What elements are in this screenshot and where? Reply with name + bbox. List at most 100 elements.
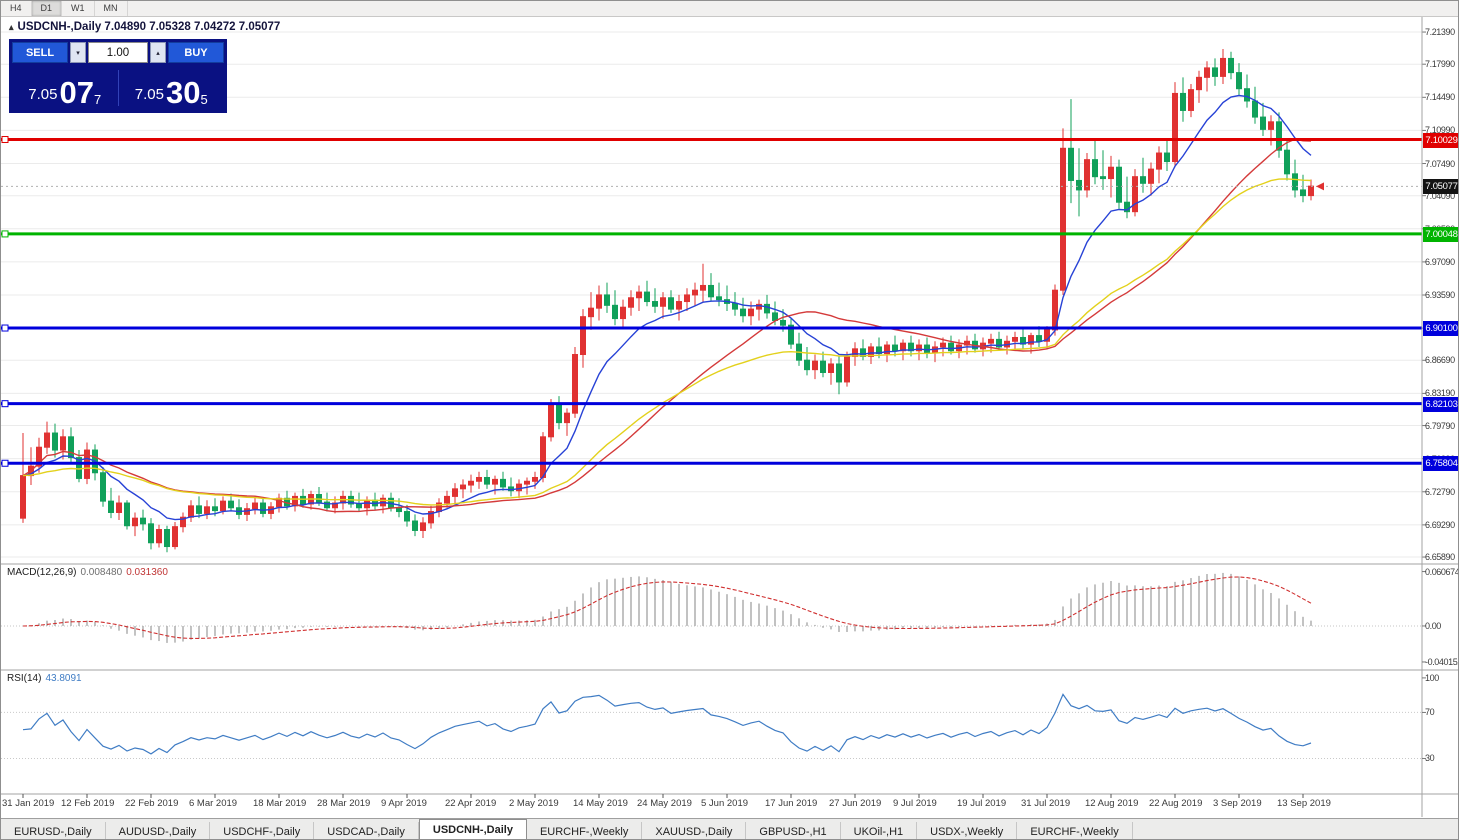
candle: [492, 475, 498, 495]
candle: [812, 354, 818, 380]
chart-tab-xauusd-daily[interactable]: XAUUSD-,Daily: [642, 822, 747, 839]
candle: [1220, 48, 1226, 84]
hline-7.00048[interactable]: [1, 230, 1422, 238]
candle: [836, 356, 842, 395]
volume-decrease-button[interactable]: ▾: [70, 42, 86, 63]
candle: [276, 493, 282, 513]
chart-tab-eurchf-weekly[interactable]: EURCHF-,Weekly: [527, 822, 643, 839]
candle: [244, 503, 250, 521]
ohlc-text: USDCNH-,Daily 7.04890 7.05328 7.04272 7.…: [17, 21, 281, 33]
candle: [100, 467, 106, 507]
candle: [60, 429, 66, 460]
candle: [684, 288, 690, 311]
hline-handle[interactable]: [1, 136, 9, 144]
candle: [468, 474, 474, 493]
candle: [380, 494, 386, 514]
candle: [948, 335, 954, 355]
candle: [556, 396, 562, 430]
candle: [428, 505, 434, 529]
chart-tab-eurusd-daily[interactable]: EURUSD-,Daily: [1, 822, 106, 839]
candle: [716, 282, 722, 307]
candle: [892, 335, 898, 357]
hline-handle[interactable]: [1, 400, 9, 408]
candle: [1124, 176, 1130, 219]
candle: [172, 521, 178, 550]
candle: [436, 498, 442, 518]
chart-tab-usdchf-daily[interactable]: USDCHF-,Daily: [210, 822, 315, 839]
candle: [452, 483, 458, 504]
chart-tab-usdx-weekly[interactable]: USDX-,Weekly: [917, 822, 1018, 839]
candle: [620, 299, 626, 329]
chart-collapse-icon[interactable]: ▴: [9, 22, 14, 32]
candle: [1204, 61, 1210, 92]
candle: [628, 290, 634, 316]
candle: [988, 333, 994, 353]
hline-6.90100[interactable]: [1, 324, 1422, 332]
candle: [676, 294, 682, 321]
volume-input[interactable]: 1.00: [88, 42, 148, 63]
candle: [508, 477, 514, 497]
chart-tab-eurchf-weekly[interactable]: EURCHF-,Weekly: [1017, 822, 1133, 839]
candle: [924, 337, 930, 359]
hline-handle[interactable]: [1, 324, 9, 332]
candle: [292, 492, 298, 512]
chart-tab-gbpusd-h1[interactable]: GBPUSD-,H1: [746, 822, 841, 839]
candle: [260, 498, 266, 518]
candle: [788, 318, 794, 349]
candle: [1188, 83, 1194, 118]
candle: [356, 492, 362, 512]
candle: [460, 479, 466, 499]
candles: [20, 48, 1314, 553]
chart-tab-usdcad-daily[interactable]: USDCAD-,Daily: [314, 822, 419, 839]
candle: [204, 500, 210, 520]
candle: [124, 500, 130, 530]
timeframe-button-w1[interactable]: W1: [62, 1, 95, 16]
sell-price-prefix: 7.05: [28, 86, 58, 103]
volume-value: 1.00: [106, 46, 130, 59]
timeframe-button-mn[interactable]: MN: [95, 1, 128, 16]
last-price-marker: [1316, 182, 1324, 191]
candle: [156, 524, 162, 548]
chart-tab-audusd-daily[interactable]: AUDUSD-,Daily: [106, 822, 211, 839]
candle: [1276, 112, 1282, 158]
candle: [1284, 138, 1290, 181]
sell-button[interactable]: SELL: [12, 42, 68, 63]
candle: [148, 518, 154, 550]
timeframe-button-d1[interactable]: D1: [31, 1, 63, 16]
candle: [412, 514, 418, 537]
candle: [1300, 174, 1306, 203]
volume-increase-button[interactable]: ▴: [150, 42, 166, 63]
rsi-line: [22, 693, 1312, 755]
candle: [68, 427, 74, 465]
sell-price-display[interactable]: 7.05 07 7: [12, 66, 118, 110]
trade-prices-row: 7.05 07 7 7.05 30 5: [12, 66, 224, 110]
candle: [636, 285, 642, 311]
hline-6.75804[interactable]: [1, 459, 1422, 467]
candle: [444, 490, 450, 508]
hline-handle[interactable]: [1, 230, 9, 238]
candle: [1252, 86, 1258, 124]
ma-fast-line: [22, 94, 1312, 521]
candle: [1060, 128, 1066, 295]
caret-up-icon: ▴: [156, 49, 160, 57]
candle: [564, 408, 570, 436]
candle: [1044, 326, 1050, 349]
timeframe-button-h4[interactable]: H4: [1, 1, 32, 16]
caret-down-icon: ▾: [76, 49, 80, 57]
chart-tab-ukoil-h1[interactable]: UKOil-,H1: [841, 822, 918, 839]
buy-price-display[interactable]: 7.05 30 5: [119, 66, 225, 110]
hline-6.82103[interactable]: [1, 400, 1422, 408]
candle: [1228, 51, 1234, 80]
hline-handle[interactable]: [1, 459, 9, 467]
candle: [804, 346, 810, 376]
candle: [252, 496, 258, 515]
chart-tab-usdcnh-daily[interactable]: USDCNH-,Daily: [418, 819, 527, 839]
candle: [116, 495, 122, 521]
candle: [596, 285, 602, 321]
candle: [132, 512, 138, 537]
hline-7.10029[interactable]: [1, 136, 1422, 144]
buy-button[interactable]: BUY: [168, 42, 224, 63]
candle: [612, 290, 618, 326]
